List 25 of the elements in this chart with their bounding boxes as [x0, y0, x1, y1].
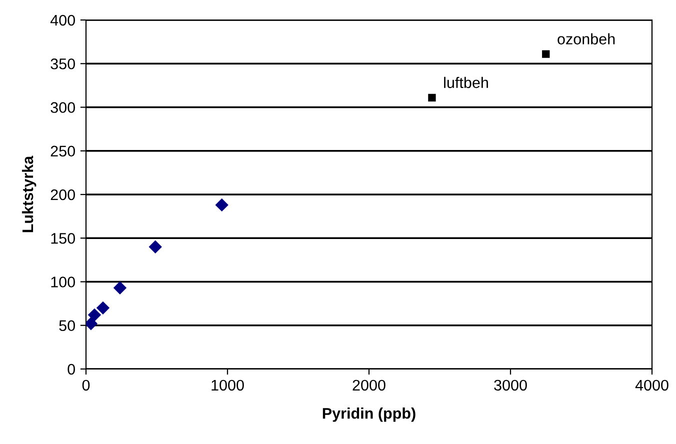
point: [427, 92, 437, 103]
y-tick-label: 100: [51, 276, 75, 288]
point: [215, 198, 228, 212]
y-tick-label: 250: [50, 146, 75, 157]
y-axis-title: Luktstyrka: [22, 156, 36, 232]
annotation: luftbeh: [444, 76, 488, 88]
point: [88, 308, 102, 322]
point: [113, 281, 127, 294]
x-tick-label: 1000: [212, 380, 244, 391]
annotation: ozonbeh: [558, 33, 615, 44]
x-axis-title: Pyridin (ppb): [322, 408, 416, 422]
y-tick-label: 300: [50, 102, 75, 113]
point: [540, 49, 551, 59]
y-tick-label: 200: [50, 189, 75, 200]
x-tick-label: 0: [82, 380, 90, 391]
x-tick-label: 4000: [635, 380, 668, 391]
point: [148, 240, 162, 254]
y-tick-label: 50: [59, 320, 75, 332]
point: [96, 301, 110, 315]
y-tick-label: 400: [50, 14, 75, 26]
x-tick-label: 3000: [494, 380, 527, 391]
y-tick-label: 0: [68, 364, 75, 375]
y-tick-label: 350: [50, 58, 75, 70]
x-tick-label: 2000: [352, 380, 386, 391]
y-tick-label: 150: [51, 232, 75, 244]
